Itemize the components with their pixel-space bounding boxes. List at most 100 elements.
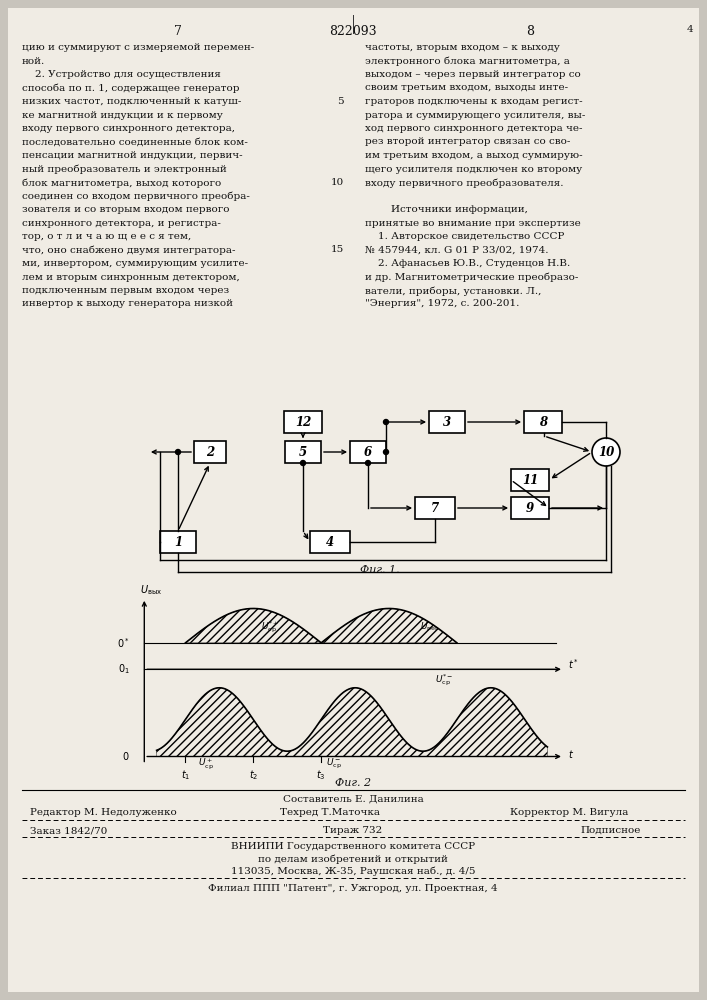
Text: электронного блока магнитометра, а: электронного блока магнитометра, а: [365, 56, 570, 66]
Text: им третьим входом, а выход суммирую-: им третьим входом, а выход суммирую-: [365, 151, 583, 160]
Text: что, оно снабжено двумя интегратора-: что, оно снабжено двумя интегратора-: [22, 245, 235, 255]
FancyBboxPatch shape: [285, 441, 321, 463]
Text: ход первого синхронного детектора че-: ход первого синхронного детектора че-: [365, 124, 583, 133]
Text: входу первого синхронного детектора,: входу первого синхронного детектора,: [22, 124, 235, 133]
FancyBboxPatch shape: [194, 441, 226, 463]
Text: 10: 10: [598, 446, 614, 458]
Text: 113035, Москва, Ж-35, Раушская наб., д. 4/5: 113035, Москва, Ж-35, Раушская наб., д. …: [230, 866, 475, 876]
Text: ный преобразователь и электронный: ный преобразователь и электронный: [22, 164, 227, 174]
Text: 822093: 822093: [329, 25, 377, 38]
Text: Техред Т.Маточка: Техред Т.Маточка: [280, 808, 380, 817]
Circle shape: [366, 460, 370, 466]
Text: соединен со входом первичного преобра-: соединен со входом первичного преобра-: [22, 192, 250, 201]
Text: 7: 7: [431, 502, 439, 514]
Text: синхронного детектора, и регистра-: синхронного детектора, и регистра-: [22, 219, 221, 228]
Text: 5: 5: [299, 446, 307, 458]
Text: 8: 8: [526, 25, 534, 38]
Text: 2. Устройство для осуществления: 2. Устройство для осуществления: [22, 70, 221, 79]
Text: Тираж 732: Тираж 732: [323, 826, 382, 835]
Circle shape: [592, 438, 620, 466]
Text: частоты, вторым входом – к выходу: частоты, вторым входом – к выходу: [365, 43, 560, 52]
FancyBboxPatch shape: [415, 497, 455, 519]
Text: ке магнитной индукции и к первому: ке магнитной индукции и к первому: [22, 110, 223, 119]
Text: $t_1$: $t_1$: [181, 768, 190, 782]
Text: "Энергия", 1972, с. 200-201.: "Энергия", 1972, с. 200-201.: [365, 300, 520, 308]
Text: ми, инвертором, суммирующим усилите-: ми, инвертором, суммирующим усилите-: [22, 259, 248, 268]
Text: 2: 2: [206, 446, 214, 458]
Text: 1: 1: [174, 536, 182, 548]
Text: $t_3$: $t_3$: [316, 768, 326, 782]
FancyBboxPatch shape: [8, 8, 699, 992]
Text: лем и вторым синхронным детектором,: лем и вторым синхронным детектором,: [22, 272, 240, 282]
FancyBboxPatch shape: [284, 411, 322, 433]
Text: Редактор М. Недолуженко: Редактор М. Недолуженко: [30, 808, 177, 817]
FancyBboxPatch shape: [350, 441, 386, 463]
Text: $0_1$: $0_1$: [118, 662, 130, 676]
Text: $U_{\rm ср}^{*-}$: $U_{\rm ср}^{*-}$: [436, 672, 454, 688]
Text: входу первичного преобразователя.: входу первичного преобразователя.: [365, 178, 563, 188]
Text: $0$: $0$: [122, 750, 130, 762]
Text: щего усилителя подключен ко второму: щего усилителя подключен ко второму: [365, 164, 583, 174]
FancyBboxPatch shape: [511, 469, 549, 491]
Text: $t_2$: $t_2$: [249, 768, 258, 782]
FancyBboxPatch shape: [310, 531, 350, 553]
Circle shape: [175, 450, 180, 454]
Text: Подписное: Подписное: [580, 826, 641, 835]
Text: $U_{\rm рег}$: $U_{\rm рег}$: [421, 621, 440, 634]
Text: 10: 10: [331, 178, 344, 187]
Circle shape: [383, 450, 389, 454]
Text: блок магнитометра, выход которого: блок магнитометра, выход которого: [22, 178, 221, 188]
Text: Составитель Е. Данилина: Составитель Е. Данилина: [283, 795, 423, 804]
Text: $U_{\rm вых}$: $U_{\rm вых}$: [140, 583, 163, 597]
Text: $U_{\rm ср}^-$: $U_{\rm ср}^-$: [326, 757, 341, 771]
Text: 1. Авторское свидетельство СССР: 1. Авторское свидетельство СССР: [365, 232, 564, 241]
Text: 9: 9: [526, 502, 534, 514]
Text: 15: 15: [331, 245, 344, 254]
Text: последовательно соединенные блок ком-: последовательно соединенные блок ком-: [22, 137, 248, 146]
FancyBboxPatch shape: [160, 531, 196, 553]
Text: 2. Афанасьев Ю.В., Студенцов Н.В.: 2. Афанасьев Ю.В., Студенцов Н.В.: [365, 259, 571, 268]
Text: низких частот, подключенный к катуш-: низких частот, подключенный к катуш-: [22, 97, 241, 106]
Text: $0^*$: $0^*$: [117, 636, 130, 650]
Text: и др. Магнитометрические преобразо-: и др. Магнитометрические преобразо-: [365, 272, 578, 282]
Text: подключенным первым входом через: подключенным первым входом через: [22, 286, 229, 295]
Text: граторов подключены к входам регист-: граторов подключены к входам регист-: [365, 97, 583, 106]
Text: ВНИИПИ Государственного комитета СССР: ВНИИПИ Государственного комитета СССР: [231, 842, 475, 851]
Text: ватели, приборы, установки. Л.,: ватели, приборы, установки. Л.,: [365, 286, 542, 296]
Text: Фиг. 2: Фиг. 2: [335, 778, 371, 788]
Circle shape: [383, 420, 389, 424]
Text: способа по п. 1, содержащее генератор: способа по п. 1, содержащее генератор: [22, 84, 240, 93]
Text: тор, о т л и ч а ю щ е е с я тем,: тор, о т л и ч а ю щ е е с я тем,: [22, 232, 192, 241]
Text: 6: 6: [364, 446, 372, 458]
Text: ной.: ной.: [22, 56, 45, 66]
Text: № 457944, кл. G 01 P 33/02, 1974.: № 457944, кл. G 01 P 33/02, 1974.: [365, 245, 549, 254]
Text: 8: 8: [539, 416, 547, 428]
FancyBboxPatch shape: [511, 497, 549, 519]
Text: принятые во внимание при экспертизе: принятые во внимание при экспертизе: [365, 219, 580, 228]
Text: Заказ 1842/70: Заказ 1842/70: [30, 826, 107, 835]
Text: ратора и суммирующего усилителя, вы-: ратора и суммирующего усилителя, вы-: [365, 110, 585, 119]
Text: 7: 7: [174, 25, 182, 38]
Text: $U_{\rm ср}^{*+}$: $U_{\rm ср}^{*+}$: [261, 620, 279, 635]
Text: $t$: $t$: [568, 748, 574, 760]
Text: по делам изобретений и открытий: по делам изобретений и открытий: [258, 854, 448, 863]
Text: цию и суммируют с измеряемой перемен-: цию и суммируют с измеряемой перемен-: [22, 43, 255, 52]
Text: 4: 4: [686, 25, 694, 34]
Text: 11: 11: [522, 474, 538, 487]
Text: $U_{\rm ср}^+$: $U_{\rm ср}^+$: [198, 756, 214, 771]
FancyBboxPatch shape: [524, 411, 562, 433]
Circle shape: [300, 460, 305, 466]
Text: пенсации магнитной индукции, первич-: пенсации магнитной индукции, первич-: [22, 151, 243, 160]
Text: Источники информации,: Источники информации,: [365, 205, 528, 214]
Text: 5: 5: [337, 97, 344, 106]
Text: инвертор к выходу генератора низкой: инвертор к выходу генератора низкой: [22, 300, 233, 308]
Text: своим третьим входом, выходы инте-: своим третьим входом, выходы инте-: [365, 84, 568, 93]
Text: 4: 4: [326, 536, 334, 548]
Text: $t^*$: $t^*$: [568, 657, 579, 671]
Text: 3: 3: [443, 416, 451, 428]
Text: рез второй интегратор связан со сво-: рез второй интегратор связан со сво-: [365, 137, 571, 146]
Text: зователя и со вторым входом первого: зователя и со вторым входом первого: [22, 205, 230, 214]
Text: Фиг. 1.: Фиг. 1.: [360, 565, 400, 575]
FancyBboxPatch shape: [429, 411, 465, 433]
Text: Корректор М. Вигула: Корректор М. Вигула: [510, 808, 629, 817]
